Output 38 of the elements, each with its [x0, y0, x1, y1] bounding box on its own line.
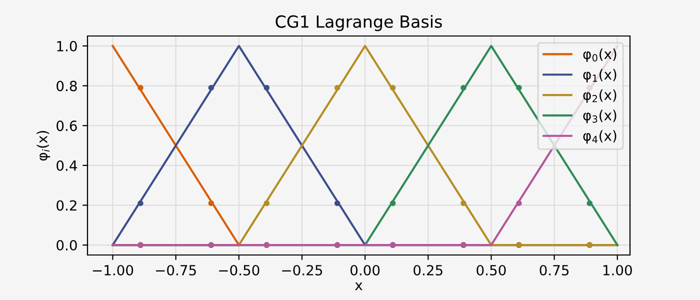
x-tick-label: 1.00: [603, 264, 632, 276]
x-tick-label: 0.00: [350, 264, 380, 276]
point: [334, 84, 340, 91]
point: [208, 200, 214, 206]
point: [390, 200, 396, 206]
point: [460, 84, 466, 91]
y-tick-label: 0.4: [56, 160, 77, 171]
y-tick-label: 0.6: [56, 120, 77, 132]
point: [516, 84, 522, 91]
legend-label: φ$_{4}$(x): [583, 130, 616, 144]
x-tick-label: −1.00: [92, 264, 134, 276]
legend-label: φ$_{3}$(x): [583, 110, 616, 124]
legend-label: φ$_{1}$(x): [583, 68, 616, 82]
y-axis-title: φ$_{i}$(x): [36, 131, 50, 161]
point: [138, 200, 144, 206]
y-tick-label: 0.2: [56, 200, 76, 211]
x-tick-label: −0.50: [219, 264, 260, 276]
x-tick-label: −0.25: [282, 264, 322, 276]
y-tick-label: 1.0: [57, 40, 77, 52]
point: [138, 84, 144, 91]
point: [586, 200, 593, 206]
x-tick-label: 0.50: [476, 264, 506, 276]
y-tick-label: 0.8: [56, 80, 77, 92]
y-tick-label: 0.0: [56, 240, 77, 251]
point: [390, 84, 396, 91]
x-tick-label: 0.75: [540, 264, 569, 276]
point: [264, 84, 270, 91]
x-axis-title: x: [355, 282, 362, 290]
legend-label: φ$_{0}$(x): [583, 48, 616, 62]
point: [460, 200, 466, 206]
x-tick-label: −0.75: [156, 264, 196, 276]
chart-title: CG1 Lagrange Basis: [276, 15, 442, 32]
point: [208, 84, 214, 91]
x-tick-label: 0.25: [414, 264, 442, 276]
point: [334, 200, 340, 206]
point: [264, 200, 270, 206]
legend-label: φ$_{2}$(x): [583, 89, 616, 103]
point: [516, 200, 522, 206]
